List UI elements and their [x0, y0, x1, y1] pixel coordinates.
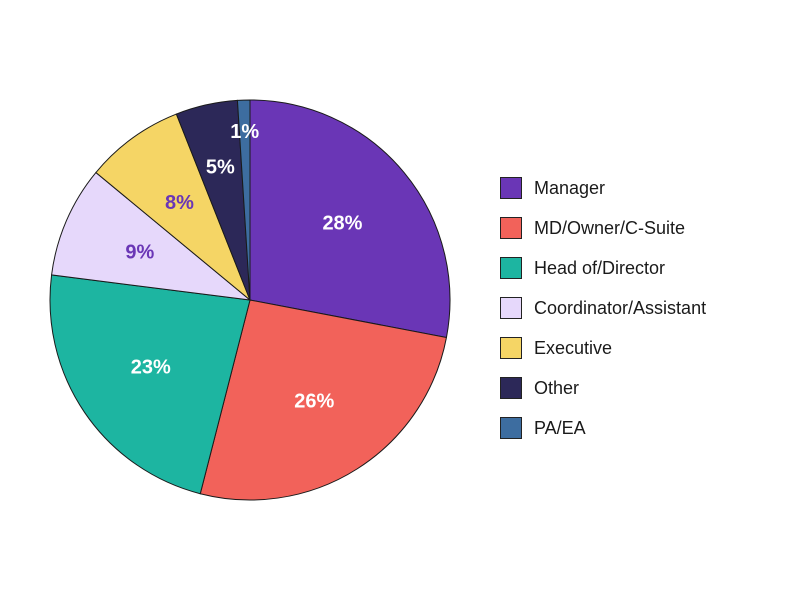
legend-swatch	[500, 257, 522, 279]
data-label-head-of-director: 23%	[131, 356, 171, 378]
legend-label: PA/EA	[534, 417, 586, 438]
legend-item: PA/EA	[500, 408, 706, 448]
legend-item: Coordinator/Assistant	[500, 288, 706, 328]
pie-slice-manager	[249, 99, 451, 339]
legend-label: Coordinator/Assistant	[534, 297, 707, 318]
legend-swatch	[500, 297, 522, 319]
pie-slice-md-owner-c-suite	[199, 299, 448, 501]
pie-slice-head-of-director	[49, 274, 251, 495]
data-label-coordinator-assistant: 9%	[125, 241, 154, 263]
data-label-executive: 8%	[165, 192, 194, 214]
legend-item: Head of/Director	[500, 248, 706, 288]
legend-swatch	[500, 417, 522, 439]
pie-slice-coordinator-assistant	[51, 171, 252, 301]
data-label-pa-ea: 1%	[230, 121, 259, 143]
data-label-manager: 28%	[322, 213, 362, 235]
legend-item: Other	[500, 368, 706, 408]
legend-swatch	[500, 177, 522, 199]
data-label-md-owner-c-suite: 26%	[294, 390, 334, 412]
legend-item: Executive	[500, 328, 706, 368]
legend-label: Executive	[534, 337, 613, 358]
legend-label: Other	[534, 377, 580, 398]
legend-label: Manager	[534, 177, 606, 198]
legend-label: Head of/Director	[534, 257, 666, 278]
legend-item: Manager	[500, 168, 706, 208]
pie-slice-executive	[95, 113, 251, 301]
pie-slice-pa-ea	[236, 99, 251, 301]
legend-swatch	[500, 217, 522, 239]
legend-swatch	[500, 377, 522, 399]
legend-label: MD/Owner/C-Suite	[534, 217, 686, 238]
legend: Manager MD/Owner/C-Suite Head of/Director C…	[500, 168, 706, 448]
legend-swatch	[500, 337, 522, 359]
data-label-other: 5%	[206, 156, 235, 178]
legend-item: MD/Owner/C-Suite	[500, 208, 706, 248]
